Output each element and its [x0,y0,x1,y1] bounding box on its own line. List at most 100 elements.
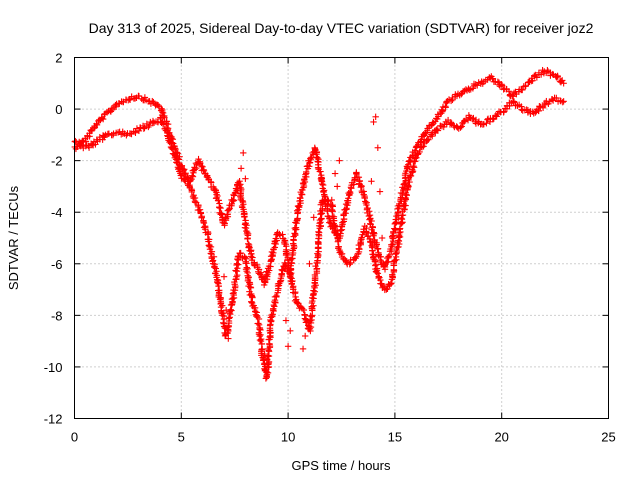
data-point [374,144,382,151]
data-point [532,109,539,116]
data-point [559,98,566,106]
data-point [176,153,183,160]
data-point [190,195,197,202]
data-point [237,194,245,202]
data-point [85,144,93,151]
data-point [141,94,149,101]
data-point [489,116,497,123]
data-point [141,124,148,132]
data-point [292,224,300,231]
data-point [312,262,319,270]
data-point [523,106,530,113]
data-point [200,166,207,173]
data-point [257,269,265,276]
data-point [247,284,255,291]
data-point [537,71,545,78]
plot-frame [74,57,609,419]
data-point [415,150,422,157]
data-point [293,296,300,303]
data-point [358,234,365,241]
data-point [328,206,336,214]
data-point [391,257,398,264]
data-point [299,345,307,353]
data-point [315,229,323,236]
data-point [334,183,341,190]
data-point [381,262,389,269]
x-tick-label: 20 [494,430,508,445]
data-point [265,347,272,354]
data-point [146,122,153,129]
data-point [160,113,167,120]
data-point [264,352,272,359]
data-point [385,253,392,260]
data-point [314,250,321,257]
data-point [242,259,250,267]
x-tick-label: 15 [388,430,402,445]
data-point [174,159,181,167]
data-point [433,126,441,133]
data-point [346,188,354,196]
data-point [201,225,209,233]
data-point [284,343,292,350]
data-point [384,285,391,292]
data-point [240,149,247,157]
data-point [254,320,261,327]
data-point [494,78,502,85]
data-point [228,202,235,209]
data-point [243,229,251,236]
data-point [219,302,226,309]
data-point [177,172,185,179]
data-point [233,187,240,194]
data-point [76,138,83,146]
data-point [265,363,273,371]
data-point [407,172,415,180]
data-point [301,315,309,322]
data-point [410,164,418,171]
data-point [132,129,139,136]
data-point [469,115,476,123]
data-point [196,206,204,213]
data-point [522,83,529,90]
data-point [403,191,410,198]
data-point [315,164,322,171]
data-point [370,118,377,126]
data-points [71,66,567,382]
data-point [303,168,310,176]
data-point [387,280,395,287]
data-point [188,188,196,196]
data-point [268,311,275,319]
data-point [336,157,343,164]
data-point [225,315,233,322]
data-point [402,195,409,202]
y-axis-label: SDTVAR / TECUs [6,185,21,290]
data-point [126,96,134,103]
data-point [93,121,101,129]
data-point [171,154,179,161]
data-point [295,203,302,210]
data-point [212,270,219,277]
data-point [413,142,421,150]
y-tick-label: 0 [55,102,62,117]
data-point [554,73,562,81]
data-point [380,263,387,270]
data-point [214,197,222,204]
data-point [302,171,309,178]
data-point [368,178,375,185]
data-point [219,312,226,319]
data-point [253,312,261,319]
data-point [263,374,270,381]
data-point [535,107,542,114]
data-point [328,196,335,204]
data-point [273,292,280,300]
data-point [272,235,279,242]
data-point [196,159,204,167]
data-point [388,280,395,287]
data-point [373,269,380,276]
data-point [249,294,256,301]
data-point [237,165,245,172]
data-point [140,125,148,132]
data-point [159,109,167,117]
data-point [353,170,360,178]
data-point [300,306,308,314]
